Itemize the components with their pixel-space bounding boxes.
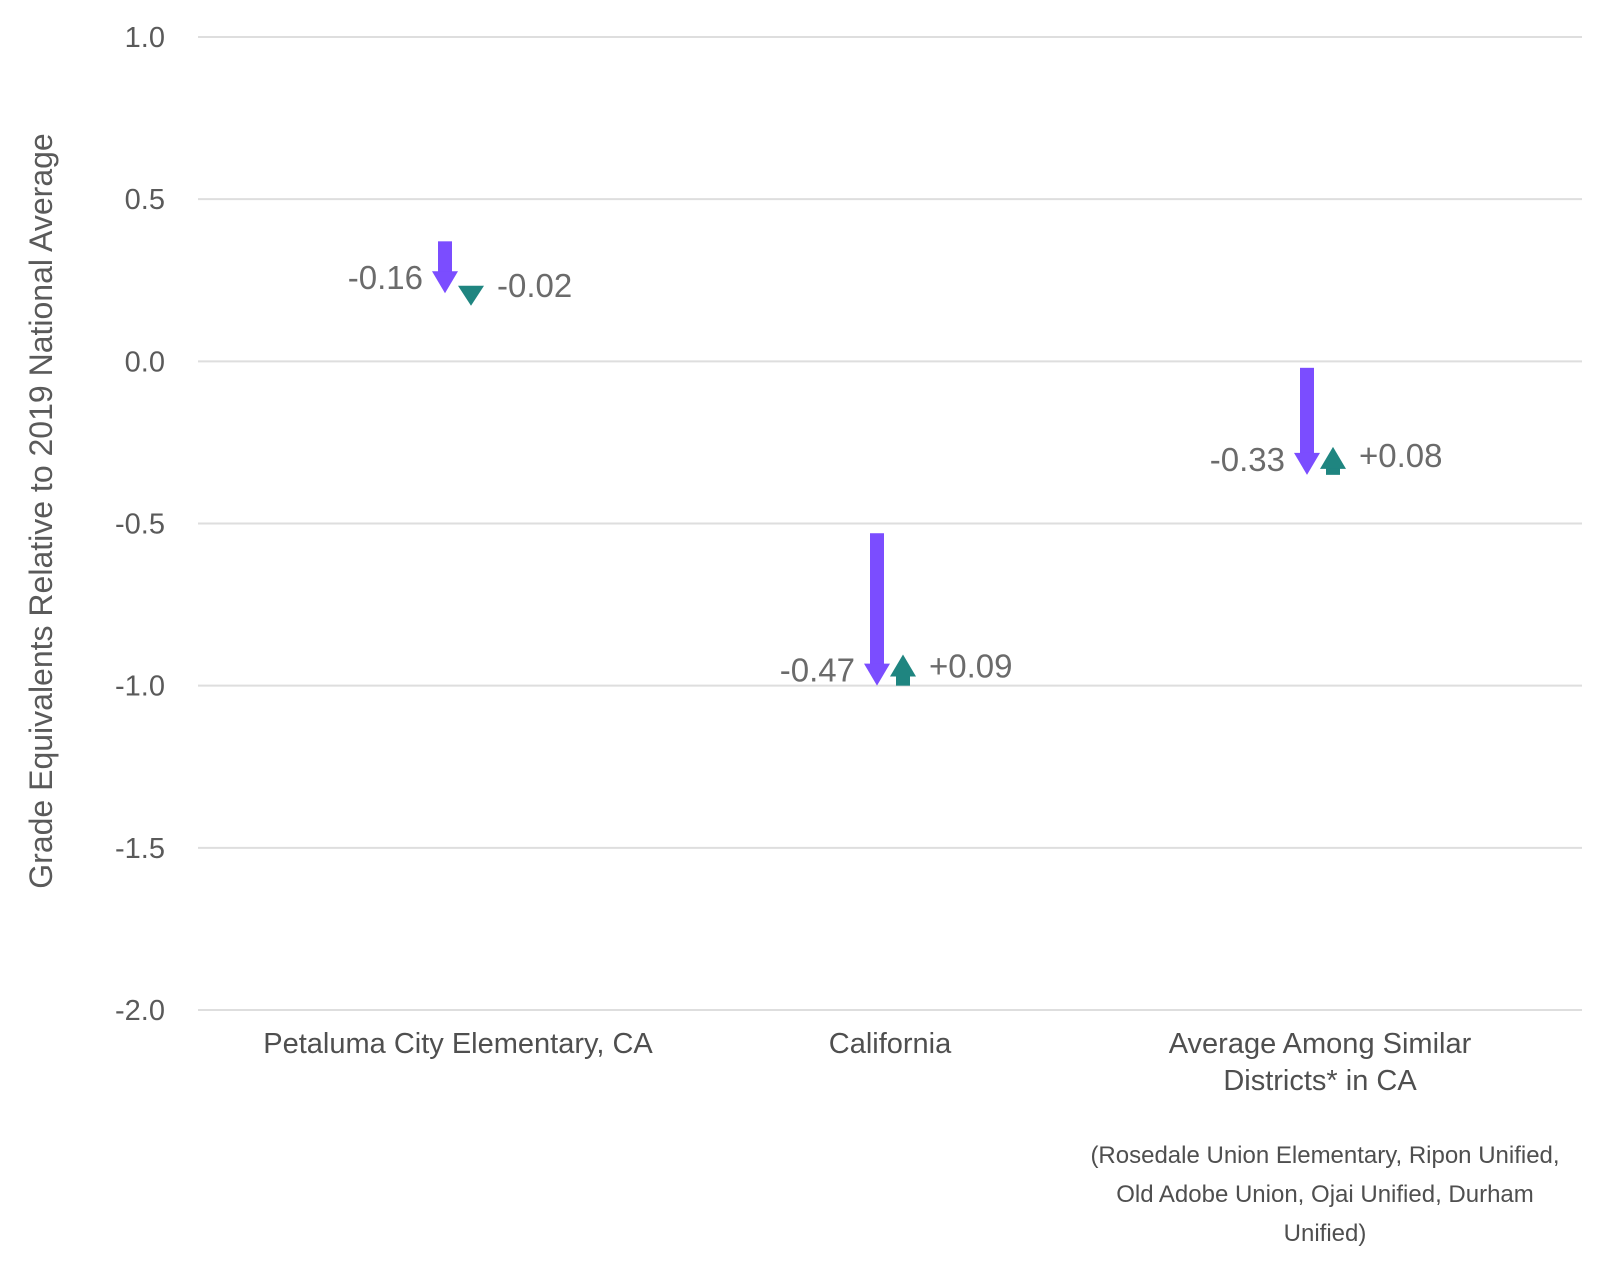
y-tick-label: -1.0 [115, 671, 165, 703]
decline-value-label: -0.47 [780, 652, 855, 689]
change-value-label: +0.09 [929, 648, 1013, 685]
change-value-label: +0.08 [1359, 437, 1443, 474]
decline-arrow-shaft [870, 533, 884, 666]
y-tick-label: -0.5 [115, 509, 165, 541]
change-arrow-shaft [1326, 467, 1340, 475]
decline-arrow-shaft [1300, 367, 1314, 455]
decline-arrow-head [432, 271, 458, 294]
category-group: -0.47 +0.09 [780, 533, 1013, 689]
decline-arrow-head [864, 663, 890, 686]
y-tick-label: -2.0 [115, 995, 165, 1027]
footnote-line: Old Adobe Union, Ojai Unified, Durham [1116, 1181, 1534, 1208]
decline-value-label: -0.16 [348, 259, 423, 296]
change-arrow-head [458, 285, 484, 306]
decline-value-label: -0.33 [1210, 441, 1285, 478]
footnote-line: Unified) [1284, 1220, 1367, 1247]
change-value-label: -0.02 [497, 267, 572, 304]
footnote-line: (Rosedale Union Elementary, Ripon Unifie… [1090, 1142, 1559, 1169]
decline-arrow-head [1294, 452, 1320, 475]
category-label: Average Among Similar [1169, 1028, 1472, 1060]
footnote: (Rosedale Union Elementary, Ripon Unifie… [1090, 1142, 1559, 1247]
y-axis-label: Grade Equivalents Relative to 2019 Natio… [23, 133, 59, 888]
y-tick-label: 0.0 [125, 346, 165, 378]
chart-marks: -0.16 -0.02 -0.47 +0.09 -0.33 +0.08 [348, 241, 1443, 689]
category-label: Districts* in CA [1223, 1065, 1417, 1097]
y-tick-label: 1.0 [125, 22, 165, 54]
change-arrow-shaft [896, 675, 910, 686]
change-arrow-head [890, 654, 916, 677]
category-label: Petaluma City Elementary, CA [263, 1028, 653, 1060]
y-tick-label: -1.5 [115, 833, 165, 865]
y-axis-ticks: 1.0 0.5 0.0 -0.5 -1.0 -1.5 -2.0 [115, 22, 165, 1027]
change-arrow-head [1320, 446, 1346, 469]
y-tick-label: 0.5 [125, 184, 165, 216]
category-labels: Petaluma City Elementary, CA California Av… [263, 1028, 1471, 1097]
gridlines [198, 36, 1582, 1011]
category-label: California [829, 1028, 952, 1060]
category-group: -0.33 +0.08 [1210, 367, 1443, 478]
category-group: -0.16 -0.02 [348, 241, 572, 306]
decline-arrow-shaft [438, 241, 452, 274]
